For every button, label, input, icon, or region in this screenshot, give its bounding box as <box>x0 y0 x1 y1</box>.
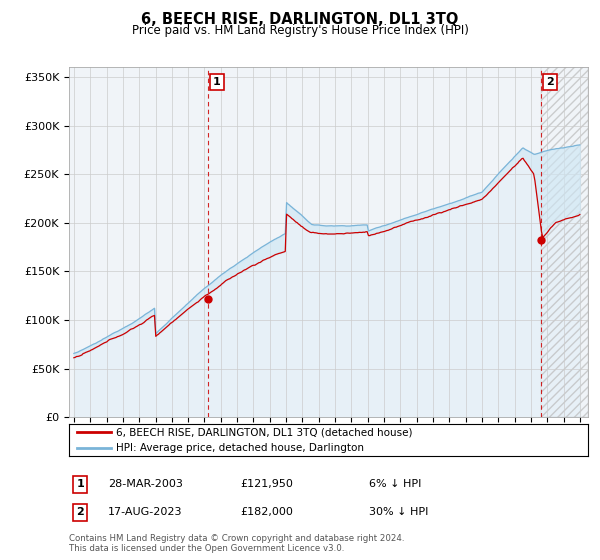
Text: £182,000: £182,000 <box>240 507 293 517</box>
Text: 1: 1 <box>76 479 84 489</box>
Text: 2: 2 <box>76 507 84 517</box>
Text: 2: 2 <box>546 77 554 87</box>
Text: HPI: Average price, detached house, Darlington: HPI: Average price, detached house, Darl… <box>116 444 364 453</box>
Text: Price paid vs. HM Land Registry's House Price Index (HPI): Price paid vs. HM Land Registry's House … <box>131 24 469 36</box>
Text: 28-MAR-2003: 28-MAR-2003 <box>108 479 183 489</box>
Text: Contains HM Land Registry data © Crown copyright and database right 2024.
This d: Contains HM Land Registry data © Crown c… <box>69 534 404 553</box>
Text: 1: 1 <box>213 77 221 87</box>
Text: 17-AUG-2023: 17-AUG-2023 <box>108 507 182 517</box>
Text: 6, BEECH RISE, DARLINGTON, DL1 3TQ: 6, BEECH RISE, DARLINGTON, DL1 3TQ <box>142 12 458 27</box>
Text: 6% ↓ HPI: 6% ↓ HPI <box>369 479 421 489</box>
Text: 30% ↓ HPI: 30% ↓ HPI <box>369 507 428 517</box>
Text: 6, BEECH RISE, DARLINGTON, DL1 3TQ (detached house): 6, BEECH RISE, DARLINGTON, DL1 3TQ (deta… <box>116 427 412 437</box>
Text: £121,950: £121,950 <box>240 479 293 489</box>
